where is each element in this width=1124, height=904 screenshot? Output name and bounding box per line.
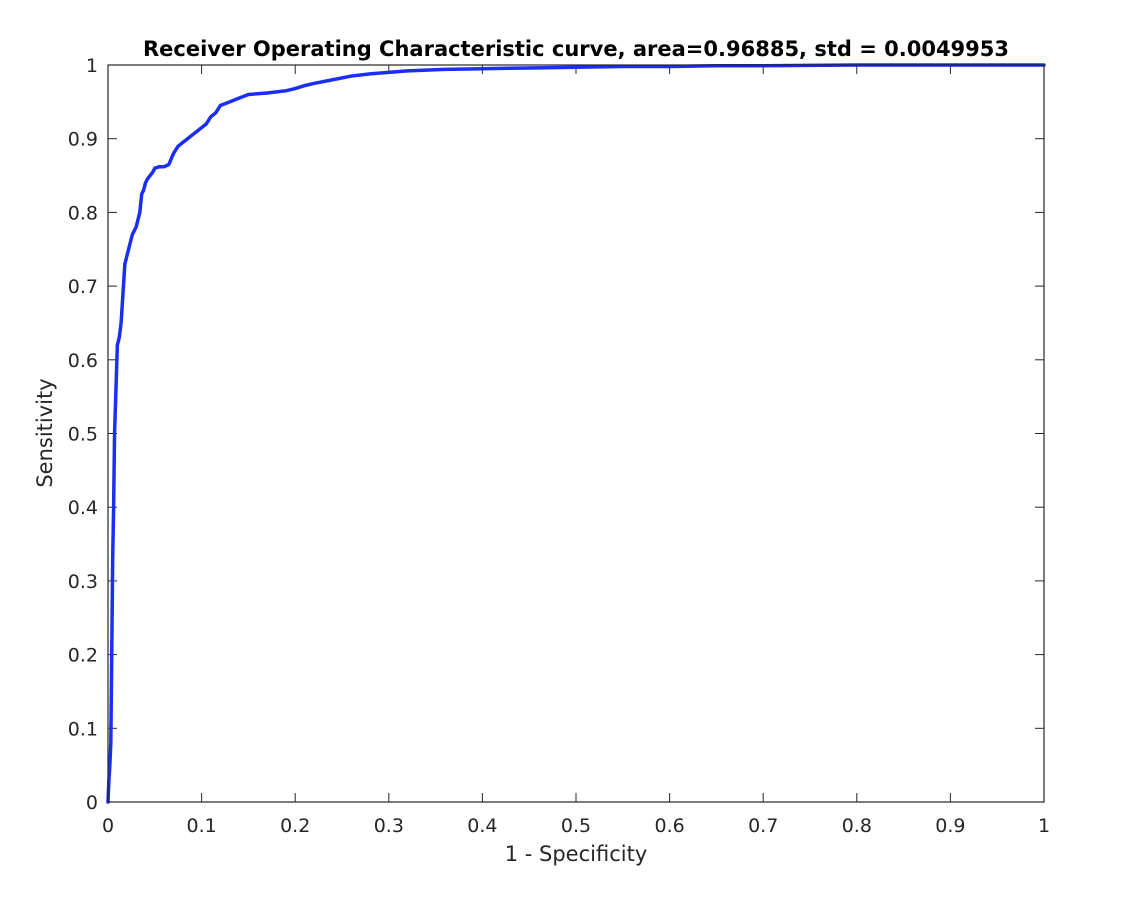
- x-tick-label: 0.9: [935, 815, 965, 837]
- y-tick-label: 0.9: [68, 129, 98, 151]
- y-tick-label: 0.6: [68, 350, 98, 372]
- x-tick-label: 0.4: [467, 815, 497, 837]
- x-tick-label: 1: [1038, 815, 1050, 837]
- y-tick-label: 0.2: [68, 645, 98, 667]
- x-tick-label: 0.3: [374, 815, 404, 837]
- y-tick-label: 0: [86, 792, 98, 814]
- y-tick-label: 0.4: [68, 497, 98, 519]
- x-tick-label: 0.8: [842, 815, 872, 837]
- x-tick-label: 0.1: [186, 815, 216, 837]
- y-axis-label: Sensitivity: [33, 378, 57, 487]
- chart-title: Receiver Operating Characteristic curve,…: [143, 37, 1009, 61]
- plot-background: [108, 65, 1044, 802]
- y-tick-label: 0.1: [68, 718, 98, 740]
- y-tick-label: 0.3: [68, 571, 98, 593]
- x-tick-label: 0.2: [280, 815, 310, 837]
- roc-curve-line: [106, 63, 1046, 804]
- series-layer: [106, 63, 1046, 804]
- y-tick-label: 0.5: [68, 424, 98, 446]
- tick-labels: 0 0.1 0.2 0.3 0.4 0.5 0.6 0.7 0.8 0.9 1 0 0.1 0.2 0.3 0…: [68, 55, 1050, 837]
- y-tick-label: 0.7: [68, 276, 98, 298]
- plot-frame: [107, 64, 1045, 803]
- y-tick-label: 1: [86, 55, 98, 77]
- x-tick-label: 0: [102, 815, 114, 837]
- x-axis-label: 1 - Specificity: [505, 842, 648, 866]
- x-tick-label: 0.5: [561, 815, 591, 837]
- y-tick-label: 0.8: [68, 202, 98, 224]
- x-tick-label: 0.6: [654, 815, 684, 837]
- x-tick-label: 0.7: [748, 815, 778, 837]
